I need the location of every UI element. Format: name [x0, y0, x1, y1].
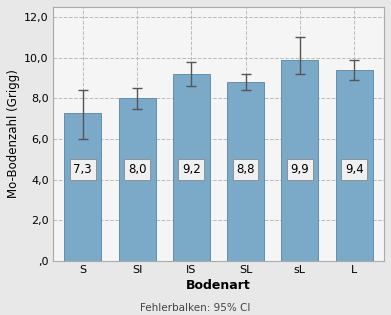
Bar [173, 74, 210, 261]
Bar [227, 82, 264, 261]
Text: 7,3: 7,3 [74, 163, 92, 176]
Text: 8,0: 8,0 [128, 163, 146, 176]
X-axis label: Bodenart: Bodenart [186, 279, 251, 292]
Bar [336, 70, 373, 261]
Text: 9,4: 9,4 [345, 163, 364, 176]
Text: 8,8: 8,8 [237, 163, 255, 176]
Bar [282, 60, 318, 261]
Text: Fehlerbalken: 95% CI: Fehlerbalken: 95% CI [140, 303, 251, 313]
Text: 9,2: 9,2 [182, 163, 201, 176]
Bar [118, 98, 156, 261]
Text: 9,9: 9,9 [291, 163, 309, 176]
Bar [64, 113, 101, 261]
Y-axis label: Mo-Bodenzahl (Grigg): Mo-Bodenzahl (Grigg) [7, 70, 20, 198]
